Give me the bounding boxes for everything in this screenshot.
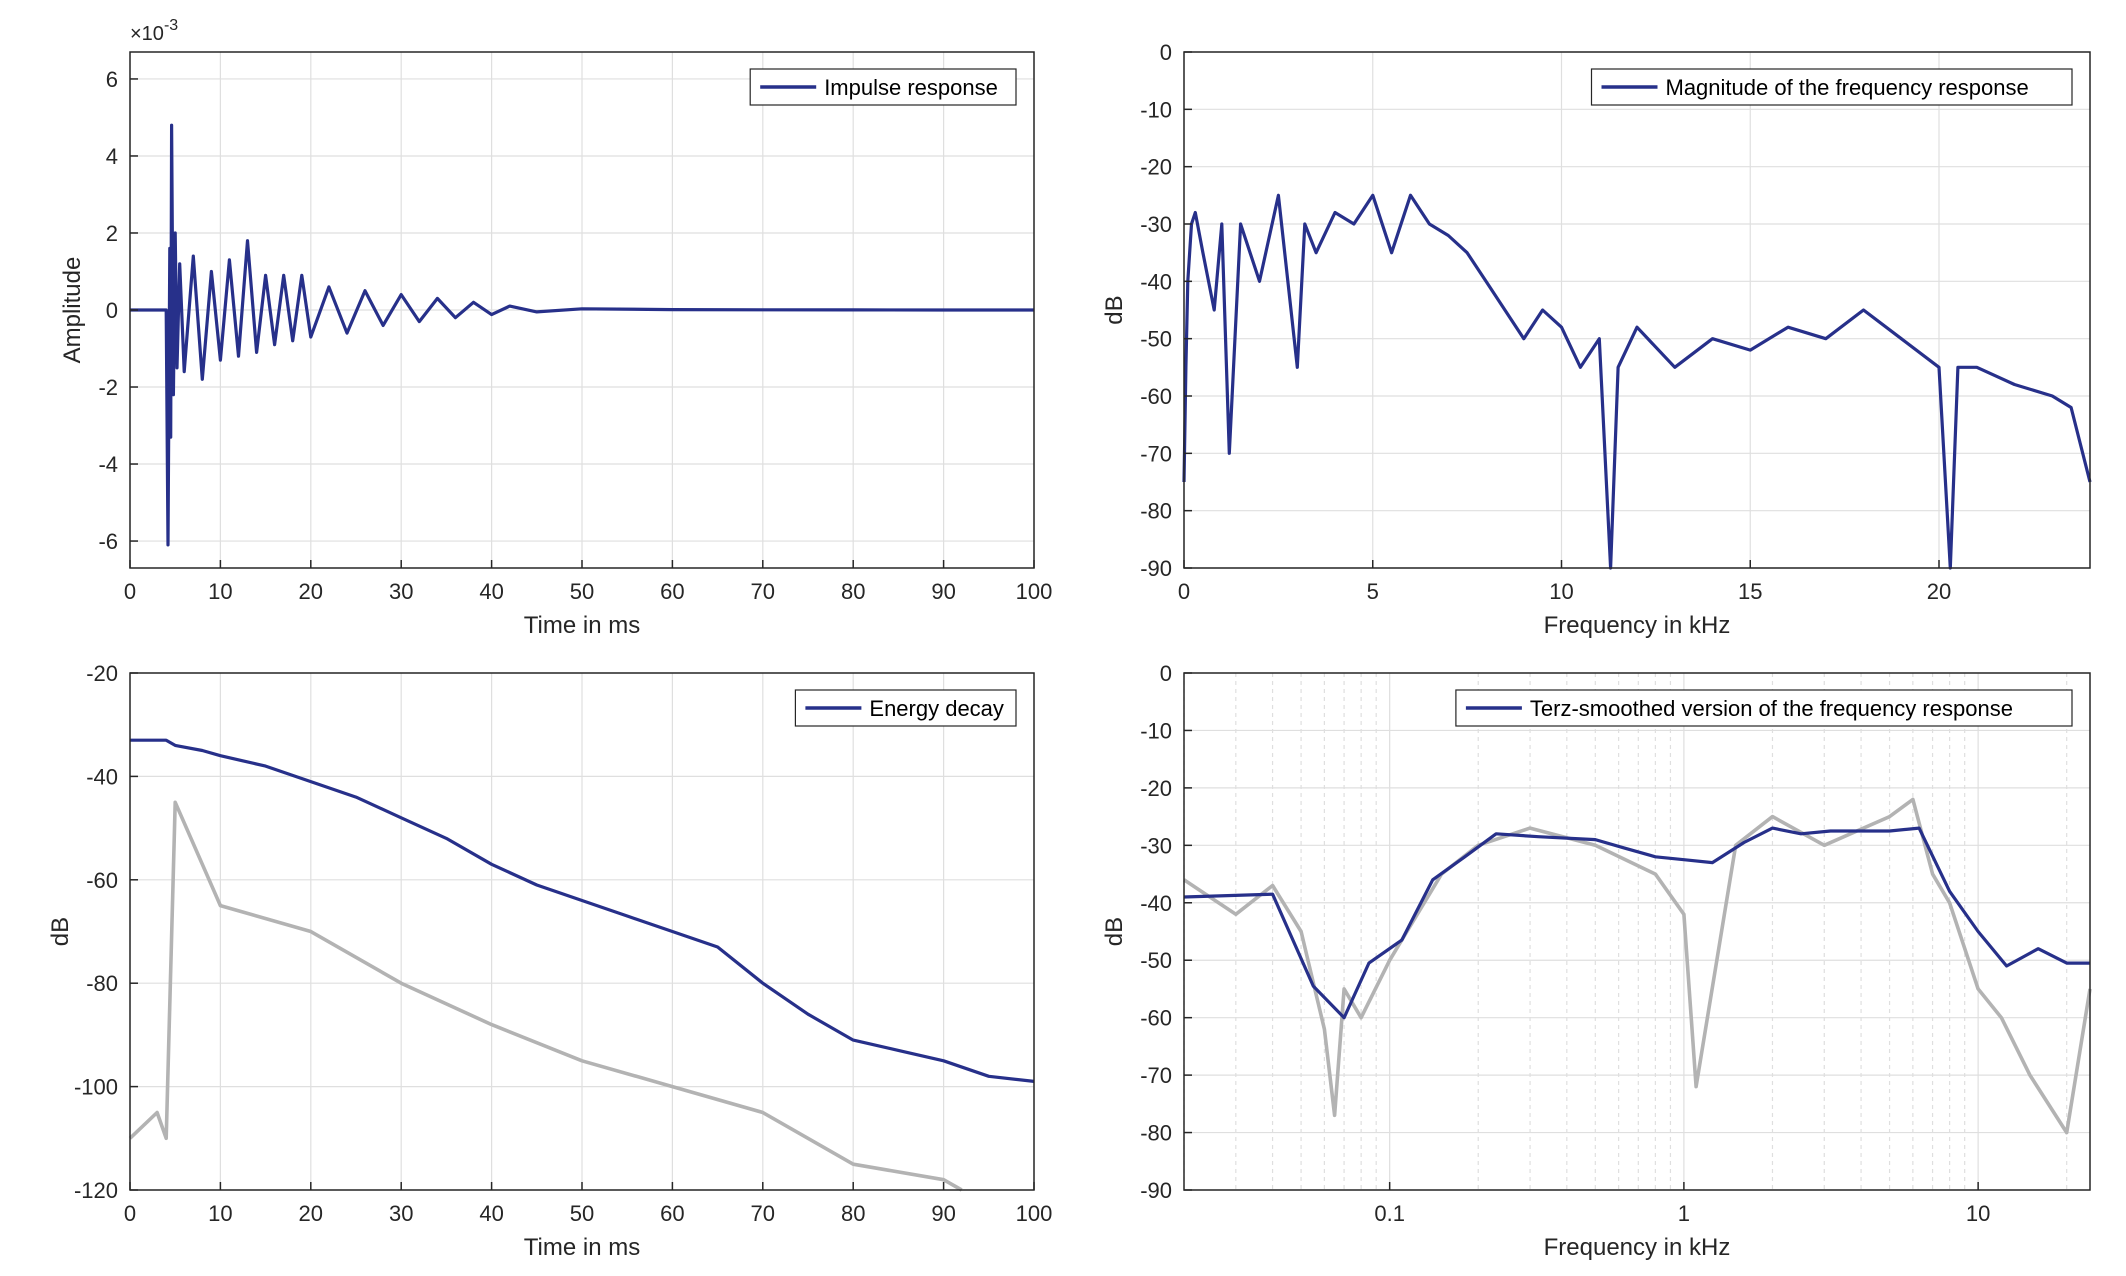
series-line (1182, 193, 2092, 570)
decay-chart: 0 10 20 30 40 50 60 70 80 90 100 -20 -40 -60 -80 -100 -1… (47, 661, 1052, 1261)
legend: Magnitude of the frequency response (1590, 68, 2073, 106)
legend: Energy decay (794, 689, 1017, 727)
legend-entry: Magnitude of the frequency response (1666, 75, 2029, 100)
terz-chart: 0.1 1 10 0 -10 -20 -30 -40 -50 -60 -70 -80 -90 Freque… (1101, 661, 2092, 1261)
y-tick-label: -60 (86, 868, 118, 893)
y-axis-label: dB (1101, 295, 1128, 324)
series-line-secondary (1183, 797, 2092, 1135)
y-exponent-label: ×10-3 (130, 17, 178, 45)
x-tick-label: 90 (931, 579, 955, 604)
plot-area (1184, 673, 2090, 1190)
y-tick-label: -80 (1140, 499, 1172, 524)
y-tick-label: -40 (1140, 269, 1172, 294)
x-tick-label: 40 (479, 1201, 503, 1226)
y-axis-label: dB (47, 917, 74, 946)
y-axis-label: Amplitude (59, 257, 86, 364)
x-tick-label: 60 (660, 579, 684, 604)
impulse-chart: 0 10 20 30 40 50 60 70 80 90 100 -6 -4 -2 0 2 4 6 Time in … (59, 17, 1052, 639)
y-tick-label: -80 (86, 971, 118, 996)
x-tick-label: 100 (1016, 1201, 1053, 1226)
y-tick-label: -20 (86, 661, 118, 686)
y-tick-label: -60 (1140, 1006, 1172, 1031)
y-tick-label: -90 (1140, 1178, 1172, 1203)
y-tick-label: 0 (1160, 40, 1172, 65)
y-tick-label: -100 (74, 1075, 118, 1100)
y-tick-label: -2 (98, 375, 118, 400)
series-line-secondary (128, 800, 963, 1192)
x-tick-label: 0 (1178, 579, 1190, 604)
y-tick-label: 0 (106, 298, 118, 323)
legend-entry: Energy decay (869, 696, 1004, 721)
y-tick-label: -40 (1140, 891, 1172, 916)
x-tick-label: 80 (841, 579, 865, 604)
legend-entry: Impulse response (824, 75, 998, 100)
x-tick-label: 70 (751, 1201, 775, 1226)
x-tick-label: 10 (208, 1201, 232, 1226)
y-tick-label: -80 (1140, 1121, 1172, 1146)
x-tick-label: 30 (389, 1201, 413, 1226)
y-tick-label: -10 (1140, 97, 1172, 122)
y-tick-label: -6 (98, 529, 118, 554)
y-tick-label: 2 (106, 221, 118, 246)
x-tick-label: 5 (1367, 579, 1379, 604)
x-tick-label: 100 (1016, 579, 1053, 604)
y-tick-label: -20 (1140, 776, 1172, 801)
x-tick-label: 1 (1678, 1201, 1690, 1226)
y-exponent: -3 (164, 17, 178, 34)
x-tick-label: 70 (751, 579, 775, 604)
legend: Impulse response (749, 68, 1017, 106)
y-tick-label: -50 (1140, 327, 1172, 352)
series-line (1183, 826, 2090, 1020)
x-axis-label: Time in ms (524, 1234, 640, 1261)
y-tick-label: -120 (74, 1178, 118, 1203)
x-tick-label: 10 (1966, 1201, 1990, 1226)
x-tick-label: 40 (479, 579, 503, 604)
x-tick-label: 15 (1738, 579, 1762, 604)
legend-box (1455, 689, 2073, 727)
x-axis-label: Frequency in kHz (1544, 1234, 1731, 1261)
x-tick-label: 0 (124, 579, 136, 604)
x-tick-label: 90 (931, 1201, 955, 1226)
x-tick-label: 0.1 (1374, 1201, 1405, 1226)
y-tick-label: 4 (106, 144, 118, 169)
legend-entry: Terz-smoothed version of the frequency r… (1530, 696, 2013, 721)
y-axis-label: dB (1101, 917, 1128, 946)
x-tick-label: 10 (1549, 579, 1573, 604)
x-tick-label: 20 (299, 1201, 323, 1226)
x-tick-label: 50 (570, 579, 594, 604)
x-axis-label: Frequency in kHz (1544, 612, 1731, 639)
y-multiplier: ×10 (130, 23, 164, 45)
y-tick-label: -40 (86, 764, 118, 789)
y-tick-label: -30 (1140, 212, 1172, 237)
series-line (130, 123, 1034, 547)
x-tick-label: 50 (570, 1201, 594, 1226)
y-tick-label: -70 (1140, 1063, 1172, 1088)
x-axis-label: Time in ms (524, 612, 640, 639)
x-tick-label: 10 (208, 579, 232, 604)
y-tick-label: -70 (1140, 441, 1172, 466)
y-tick-label: -50 (1140, 948, 1172, 973)
y-tick-label: 0 (1160, 661, 1172, 686)
series-line (130, 738, 1035, 1083)
y-tick-label: 6 (106, 67, 118, 92)
x-tick-label: 60 (660, 1201, 684, 1226)
y-tick-label: -30 (1140, 833, 1172, 858)
axes-frame (1183, 672, 2091, 1191)
y-tick-label: -90 (1140, 556, 1172, 581)
y-tick-label: -10 (1140, 718, 1172, 743)
y-tick-label: -4 (98, 452, 118, 477)
y-tick-label: -60 (1140, 384, 1172, 409)
x-tick-label: 80 (841, 1201, 865, 1226)
legend: Terz-smoothed version of the frequency r… (1455, 689, 2073, 727)
axes-frame (1183, 51, 2091, 569)
x-tick-label: 0 (124, 1201, 136, 1226)
x-tick-label: 20 (1927, 579, 1951, 604)
x-tick-label: 30 (389, 579, 413, 604)
legend-box (1590, 68, 2073, 106)
magnitude-chart: 0 5 10 15 20 0 -10 -20 -30 -40 -50 -60 -70 -80 -90 Freq… (1101, 40, 2092, 639)
x-tick-label: 20 (299, 579, 323, 604)
y-tick-label: -20 (1140, 155, 1172, 180)
